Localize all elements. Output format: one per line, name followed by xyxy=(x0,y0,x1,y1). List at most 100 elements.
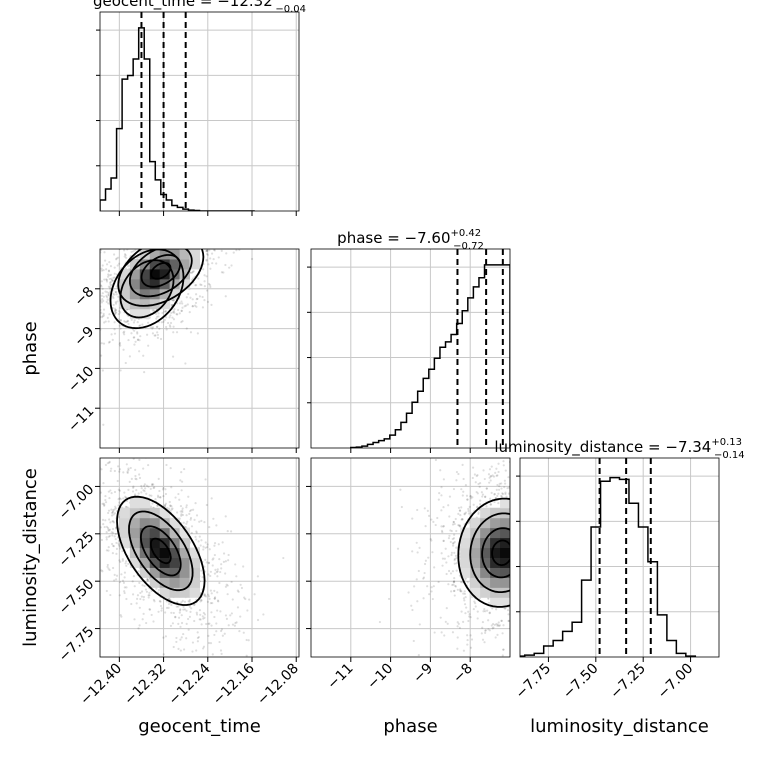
sample-point xyxy=(185,506,188,509)
panel-2d-geocent_time-luminosity_distance xyxy=(97,457,300,658)
sample-point xyxy=(515,584,517,586)
sample-point xyxy=(532,495,534,497)
sample-point xyxy=(169,467,172,470)
sample-point xyxy=(114,302,118,305)
sample-point xyxy=(550,575,552,577)
sample-point xyxy=(552,534,554,536)
sample-point xyxy=(151,483,154,487)
density-cell xyxy=(490,507,501,519)
sample-point xyxy=(192,173,194,175)
density-cell xyxy=(139,258,151,270)
sample-point xyxy=(211,601,214,605)
sample-point xyxy=(222,560,225,563)
frame-2d-geocent_time-phase xyxy=(99,248,300,449)
sample-point xyxy=(497,462,500,465)
sample-point xyxy=(494,471,497,474)
sample-point xyxy=(170,214,172,216)
sample-point xyxy=(449,572,453,575)
sample-point xyxy=(184,235,186,237)
sample-point xyxy=(225,583,228,586)
sample-point xyxy=(552,542,554,544)
sample-point xyxy=(430,586,433,589)
sample-point xyxy=(175,313,178,316)
sample-point xyxy=(453,589,456,592)
sample-point xyxy=(176,237,178,239)
sample-point xyxy=(512,552,514,554)
sample-point xyxy=(160,230,162,232)
sample-point xyxy=(488,481,491,484)
sample-point xyxy=(522,550,524,552)
sample-point xyxy=(457,506,461,509)
density-cell xyxy=(179,527,191,539)
sample-point xyxy=(485,487,488,490)
sample-point xyxy=(105,294,108,297)
sample-point xyxy=(159,337,163,341)
sample-point xyxy=(191,298,194,301)
sample-point xyxy=(103,504,106,507)
sample-point xyxy=(256,575,259,578)
sample-point xyxy=(238,630,241,633)
sample-point xyxy=(154,334,157,337)
sample-point xyxy=(176,240,178,242)
sample-point xyxy=(118,247,120,249)
sample-point xyxy=(113,266,116,269)
xtick-label-luminosity_distance-0: −7.75 xyxy=(513,661,555,703)
sample-point xyxy=(218,640,221,644)
sample-point xyxy=(215,524,218,527)
sample-point xyxy=(541,595,543,597)
sample-point xyxy=(530,496,532,498)
sample-point xyxy=(544,596,546,598)
sample-point xyxy=(543,560,545,562)
sample-point xyxy=(491,441,493,443)
sample-point xyxy=(439,469,442,472)
sample-point xyxy=(224,614,228,617)
sample-point xyxy=(100,538,104,542)
title-main-phase: phase = −7.60 xyxy=(337,229,450,247)
sample-point xyxy=(121,557,124,561)
sample-point xyxy=(507,492,510,495)
sample-point xyxy=(123,253,127,256)
sample-point xyxy=(138,324,142,327)
sample-point xyxy=(456,621,459,624)
sample-point xyxy=(157,222,159,224)
sample-point xyxy=(138,624,141,627)
sample-point xyxy=(484,629,487,632)
sample-point xyxy=(131,232,133,234)
sample-point xyxy=(119,498,122,501)
sample-point xyxy=(113,276,116,279)
sample-point xyxy=(244,597,247,601)
sample-point xyxy=(535,504,537,506)
sample-point xyxy=(534,495,536,497)
sample-point xyxy=(459,589,462,592)
sample-point xyxy=(147,596,150,599)
sample-point xyxy=(94,263,96,265)
sample-point xyxy=(529,533,531,535)
sample-point xyxy=(94,267,96,269)
sample-point xyxy=(118,468,122,471)
sample-point xyxy=(118,310,121,313)
density-cell xyxy=(159,507,171,519)
sample-point xyxy=(101,315,104,318)
sample-point xyxy=(134,249,137,252)
panel-2d-phase-luminosity_distance xyxy=(310,441,554,658)
sample-point xyxy=(465,606,468,609)
sample-point xyxy=(432,520,435,523)
sample-point xyxy=(507,613,510,616)
sample-point xyxy=(224,560,227,563)
sample-point xyxy=(107,302,110,305)
sample-point xyxy=(178,312,181,315)
sample-point xyxy=(413,585,416,588)
sample-point xyxy=(183,232,185,234)
sample-point xyxy=(146,579,149,582)
sample-point xyxy=(150,494,153,497)
sample-point xyxy=(522,536,524,538)
sample-point xyxy=(496,624,499,627)
density-cell xyxy=(179,258,191,270)
sample-point xyxy=(100,301,103,304)
sample-point xyxy=(411,517,414,520)
sample-point xyxy=(535,491,537,493)
ylabel-luminosity_distance: luminosity_distance xyxy=(20,468,41,647)
sample-point xyxy=(510,558,512,560)
sample-point xyxy=(455,479,458,482)
sample-point xyxy=(97,518,99,520)
